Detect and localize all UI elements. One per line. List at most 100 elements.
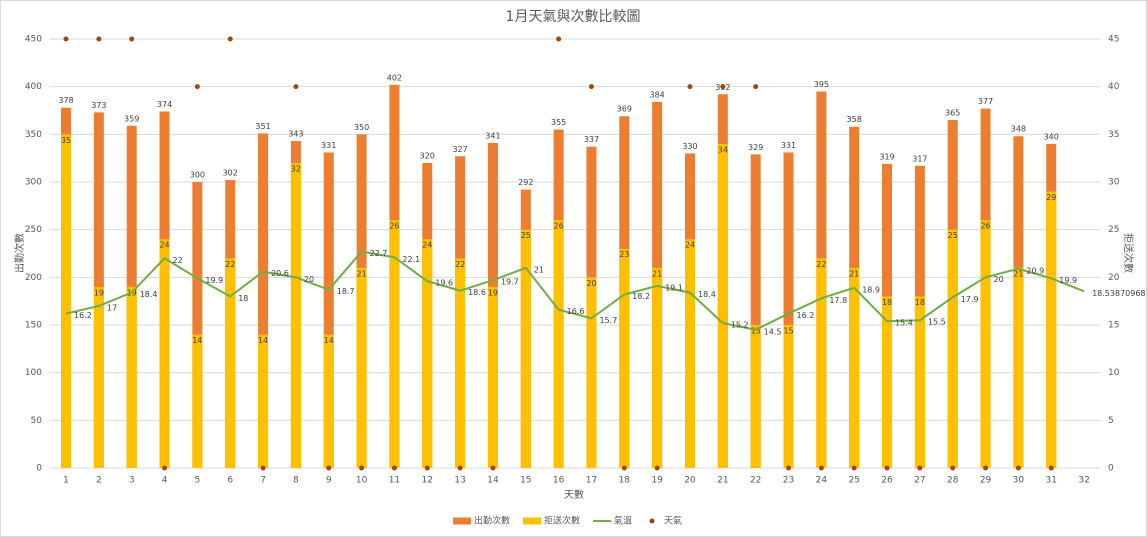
data-label: 18.7 (337, 287, 355, 296)
data-label: 378 (58, 96, 73, 105)
bar (750, 325, 761, 468)
data-label: 15 (783, 327, 793, 336)
data-label: 329 (748, 143, 763, 152)
data-label: 374 (157, 100, 172, 109)
point (194, 84, 200, 90)
bar (258, 133, 269, 468)
data-label: 25 (948, 231, 958, 240)
data-label: 35 (61, 136, 71, 145)
point (786, 465, 792, 471)
data-label: 330 (682, 142, 697, 151)
data-label: 343 (288, 130, 303, 139)
data-label: 18 (238, 294, 248, 303)
data-label: 18.2 (632, 292, 650, 301)
data-label: 19.1 (665, 283, 683, 292)
y2-tick-label: 40 (1108, 82, 1120, 92)
data-label: 319 (879, 152, 894, 161)
point (293, 84, 299, 90)
data-label: 292 (518, 178, 533, 187)
point (490, 465, 496, 471)
legend-swatch (453, 517, 471, 525)
data-label: 14 (258, 336, 268, 345)
bar (455, 258, 466, 468)
data-label: 21 (1013, 269, 1023, 278)
point (621, 465, 627, 471)
point (359, 465, 365, 471)
y-tick-label: 250 (25, 225, 42, 235)
data-label: 16.2 (74, 311, 92, 320)
data-label: 20 (304, 275, 314, 284)
bar (487, 286, 498, 468)
point (917, 465, 923, 471)
x-tick-label: 28 (947, 476, 959, 486)
data-label: 18.53870968 (1092, 289, 1145, 298)
y-tick-label: 200 (25, 273, 42, 283)
data-label: 22 (816, 260, 826, 269)
bar (882, 296, 893, 468)
bar (225, 258, 236, 468)
data-label: 32 (291, 164, 301, 173)
point (983, 465, 989, 471)
bar (520, 229, 531, 468)
data-label: 14 (192, 336, 202, 345)
data-label: 300 (190, 171, 205, 180)
data-label: 20 (994, 275, 1004, 284)
y2-axis-title: 拒送次數 (1122, 233, 1135, 273)
bar (1013, 267, 1024, 468)
x-tick-label: 25 (848, 476, 859, 486)
x-tick-label: 13 (454, 476, 465, 486)
y2-tick-label: 15 (1108, 321, 1119, 331)
point (654, 465, 660, 471)
y-tick-label: 150 (25, 321, 42, 331)
y-tick-label: 0 (36, 464, 42, 474)
data-label: 19.9 (205, 276, 223, 285)
x-tick-label: 21 (717, 476, 728, 486)
data-label: 19.9 (1059, 276, 1077, 285)
x-tick-label: 16 (553, 476, 565, 486)
point (753, 84, 759, 90)
x-tick-label: 30 (1013, 476, 1025, 486)
x-tick-label: 10 (356, 476, 368, 486)
legend-label: 天氣 (664, 515, 682, 527)
data-label: 365 (945, 109, 960, 118)
data-label: 20 (586, 279, 596, 288)
point (326, 465, 332, 471)
data-label: 19 (488, 288, 498, 297)
data-label: 358 (847, 115, 862, 124)
data-label: 20.6 (271, 269, 289, 278)
bar (159, 239, 170, 468)
data-label: 22 (455, 260, 465, 269)
data-label: 17.8 (829, 296, 847, 305)
y2-tick-label: 30 (1108, 178, 1120, 188)
data-label: 18 (882, 298, 892, 307)
data-label: 19 (94, 288, 104, 297)
data-label: 327 (452, 145, 467, 154)
data-label: 19.7 (501, 278, 519, 287)
x-tick-label: 3 (129, 476, 135, 486)
x-tick-label: 19 (651, 476, 663, 486)
x-tick-label: 15 (520, 476, 531, 486)
y2-tick-label: 45 (1108, 35, 1119, 45)
x-tick-label: 14 (487, 476, 499, 486)
data-label: 26 (554, 222, 564, 231)
bar (980, 220, 991, 468)
bar (356, 267, 367, 468)
point (720, 84, 726, 90)
data-label: 24 (422, 241, 432, 250)
bar (323, 152, 334, 469)
data-label: 21 (849, 269, 859, 278)
y2-tick-label: 25 (1108, 225, 1119, 235)
data-label: 18.4 (140, 290, 158, 299)
data-label: 21 (356, 269, 366, 278)
point (260, 465, 266, 471)
bar (684, 239, 695, 468)
x-tick-label: 2 (96, 476, 102, 486)
legend-label: 氣溫 (614, 515, 632, 527)
data-label: 18.6 (468, 288, 486, 297)
point (63, 36, 69, 42)
data-label: 402 (387, 73, 402, 82)
point (687, 84, 693, 90)
data-label: 317 (912, 154, 927, 163)
data-label: 15 (751, 327, 761, 336)
